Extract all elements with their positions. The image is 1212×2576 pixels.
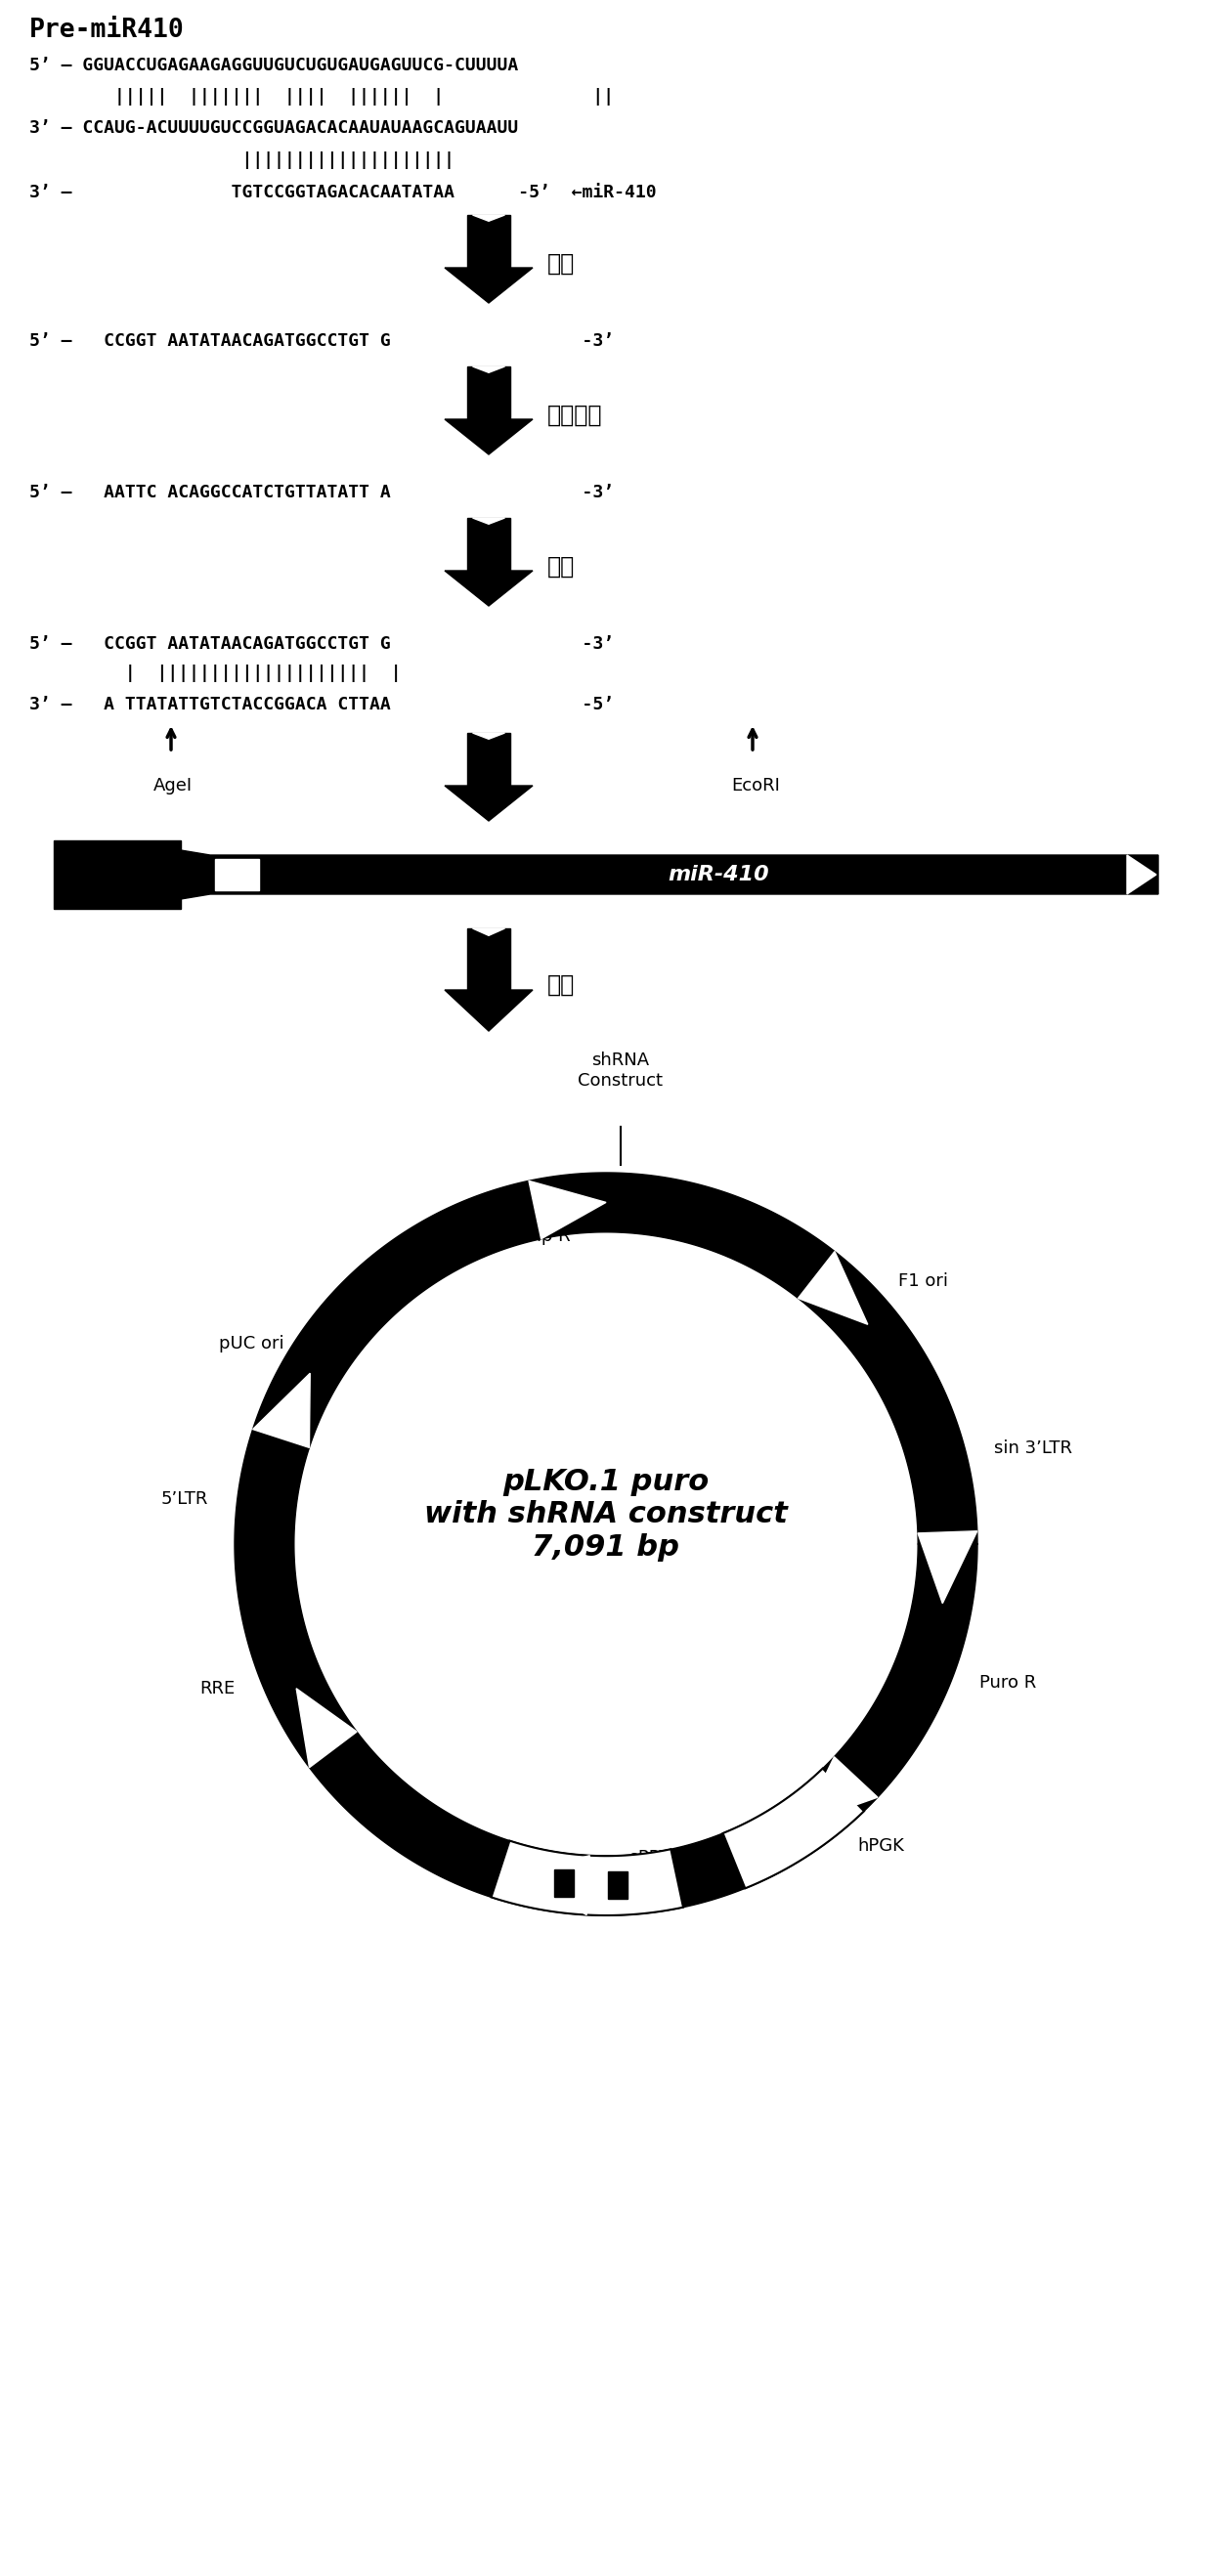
- Polygon shape: [473, 734, 505, 739]
- Text: U6: U6: [481, 1844, 505, 1860]
- Text: hPGK: hPGK: [857, 1837, 904, 1855]
- Text: cPPT: cPPT: [628, 1850, 670, 1865]
- Polygon shape: [467, 366, 510, 420]
- Text: 3’ – CCAUG-ACUUUUGUCCGGUAGACACAAUAUAAGCAGUAAUU: 3’ – CCAUG-ACUUUUGUCCGGUAGACACAAUAUAAGCA…: [29, 118, 519, 137]
- Text: sin 3’LTR: sin 3’LTR: [994, 1440, 1073, 1455]
- Text: Pre-miR410: Pre-miR410: [29, 18, 184, 44]
- Text: miR-410: miR-410: [668, 866, 770, 884]
- Polygon shape: [797, 1252, 868, 1324]
- Polygon shape: [917, 1530, 977, 1602]
- Text: shRNA
Construct: shRNA Construct: [578, 1051, 663, 1090]
- Text: 5’LTR: 5’LTR: [161, 1489, 208, 1507]
- Polygon shape: [181, 850, 1159, 899]
- Text: Amp R: Amp R: [513, 1226, 571, 1244]
- Text: |  ||||||||||||||||||||  |: | |||||||||||||||||||| |: [29, 665, 401, 683]
- Polygon shape: [445, 420, 533, 453]
- Polygon shape: [802, 1757, 877, 1824]
- Polygon shape: [467, 927, 510, 989]
- Text: 反向互补: 反向互补: [548, 404, 602, 428]
- Polygon shape: [473, 366, 505, 374]
- Text: 连接: 连接: [548, 974, 574, 997]
- Polygon shape: [467, 214, 510, 268]
- Polygon shape: [608, 1873, 628, 1899]
- Polygon shape: [555, 1870, 574, 1896]
- Text: 退火: 退火: [548, 554, 574, 580]
- Polygon shape: [235, 1172, 977, 1917]
- Polygon shape: [1127, 855, 1156, 894]
- Text: AgeI: AgeI: [154, 778, 193, 793]
- Text: EcoRI: EcoRI: [731, 778, 779, 793]
- Polygon shape: [262, 1450, 284, 1484]
- Text: |||||  |||||||  ||||  ||||||  |              ||: ||||| ||||||| |||| |||||| | ||: [29, 88, 614, 106]
- Text: pLKO.1 puro
with shRNA construct
7,091 bp: pLKO.1 puro with shRNA construct 7,091 b…: [424, 1468, 788, 1561]
- Text: 3’ –   A TTATATTGTCTACCGGACA CTTAA                  -5’: 3’ – A TTATATTGTCTACCGGACA CTTAA -5’: [29, 696, 614, 714]
- Polygon shape: [473, 927, 505, 935]
- Text: F1 ori: F1 ori: [898, 1273, 948, 1291]
- Polygon shape: [473, 518, 505, 523]
- Text: pUC ori: pUC ori: [219, 1334, 284, 1352]
- Text: 5’ –   CCGGT AATATAACAGATGGCCTGT G                  -3’: 5’ – CCGGT AATATAACAGATGGCCTGT G -3’: [29, 332, 614, 350]
- Text: RRE: RRE: [199, 1680, 235, 1698]
- Text: Puro R: Puro R: [979, 1674, 1036, 1692]
- Polygon shape: [445, 572, 533, 605]
- Polygon shape: [445, 989, 533, 1030]
- Polygon shape: [445, 786, 533, 822]
- Polygon shape: [528, 1180, 606, 1239]
- Polygon shape: [897, 1368, 919, 1399]
- Polygon shape: [296, 1687, 356, 1767]
- Polygon shape: [253, 1373, 310, 1448]
- Polygon shape: [467, 518, 510, 572]
- Polygon shape: [491, 1842, 684, 1917]
- Text: 5’ –   AATTC ACAGGCCATCTGTTATATT A                  -3’: 5’ – AATTC ACAGGCCATCTGTTATATT A -3’: [29, 484, 614, 502]
- Polygon shape: [467, 734, 510, 786]
- Polygon shape: [473, 214, 505, 222]
- Text: ||||||||||||||||||||: ||||||||||||||||||||: [29, 152, 454, 170]
- Polygon shape: [722, 1767, 864, 1888]
- Polygon shape: [518, 1855, 590, 1914]
- Text: 3’ –               TGTCCGGTAGACACAATATAA      -5’  ←miR-410: 3’ – TGTCCGGTAGACACAATATAA -5’ ←miR-410: [29, 183, 657, 201]
- Polygon shape: [53, 840, 181, 909]
- Polygon shape: [215, 858, 259, 891]
- Text: 重复: 重复: [548, 252, 574, 276]
- Text: 5’ –   CCGGT AATATAACAGATGGCCTGT G                  -3’: 5’ – CCGGT AATATAACAGATGGCCTGT G -3’: [29, 636, 614, 652]
- Text: 5’ – GGUACCUGAGAAGAGGUUGUCUGUGAUGAGUUCG-CUUUUA: 5’ – GGUACCUGAGAAGAGGUUGUCUGUGAUGAGUUCG-…: [29, 57, 519, 75]
- Polygon shape: [445, 268, 533, 304]
